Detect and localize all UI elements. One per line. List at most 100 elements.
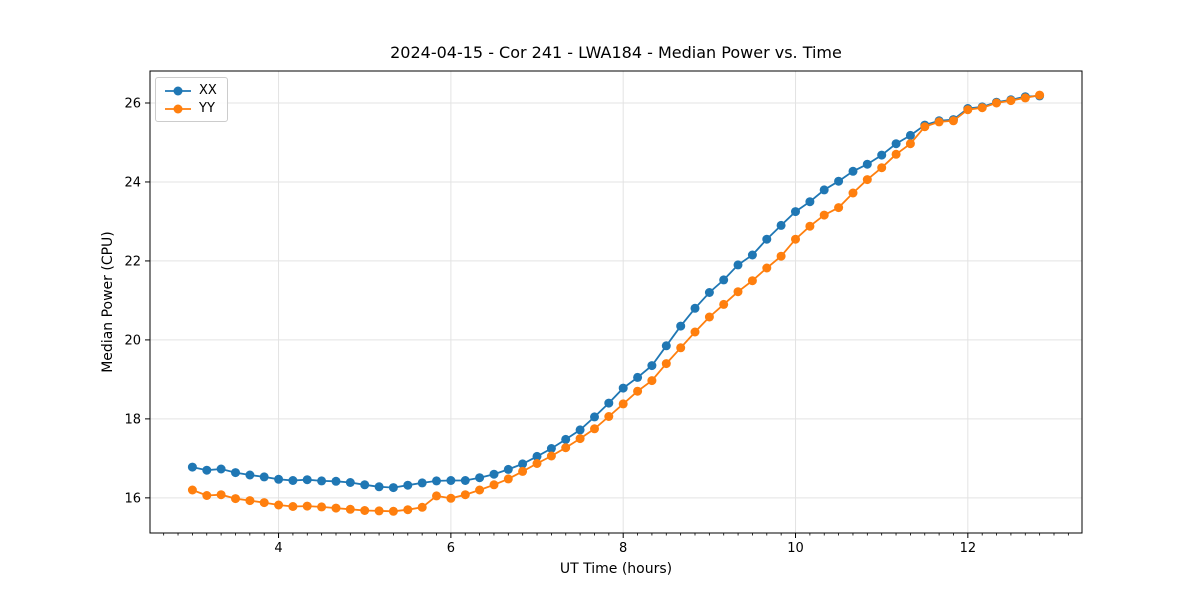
data-point-yy [216,490,226,500]
data-point-yy [618,399,628,409]
data-point-xx [661,341,671,351]
data-point-yy [791,234,800,244]
data-point-xx [561,434,571,444]
data-point-yy [704,312,714,322]
data-point-yy [676,343,686,353]
data-point-xx [388,483,398,493]
data-point-xx [259,472,269,482]
data-point-xx [403,480,413,490]
data-point-yy [360,506,370,515]
legend-line-marker-icon [165,104,191,113]
data-point-xx [891,139,901,149]
data-point-yy [302,501,312,511]
data-point-xx [231,468,240,478]
data-point-yy [231,494,240,504]
data-point-yy [590,424,599,434]
legend-label-yy: YY [199,101,215,116]
data-point-yy [920,122,930,132]
data-point-yy [805,221,815,231]
data-point-xx [417,478,427,488]
data-point-xx [374,482,384,492]
series-line-xx [192,95,1040,489]
data-point-xx [633,372,643,382]
data-point-yy [834,203,844,213]
data-point-yy [905,139,915,149]
data-point-xx [518,459,528,469]
legend-item-yy: YY [164,101,217,116]
data-point-xx [877,150,887,160]
data-point-yy [776,251,786,261]
data-point-xx [676,321,686,331]
data-point-yy [819,210,829,220]
data-point-yy [690,327,700,337]
data-point-yy [546,451,556,461]
data-point-xx [690,303,700,313]
data-point-yy [417,502,427,512]
data-point-yy [647,376,657,386]
x-tick-label: 8 [619,541,627,556]
data-point-xx [360,480,370,490]
plot-border [149,70,1083,534]
data-point-xx [805,197,815,207]
data-point-yy [187,485,197,495]
data-point-yy [733,287,743,297]
data-point-yy [532,459,542,468]
data-point-xx [331,476,341,486]
data-point-yy [661,359,671,369]
data-point-xx [590,412,599,422]
data-point-yy [848,188,858,198]
data-point-xx [302,475,312,485]
data-point-yy [862,175,872,185]
y-tick-label: 26 [124,96,141,111]
data-point-yy [259,498,269,508]
y-tick-label: 18 [124,412,141,427]
data-point-yy [503,474,513,484]
data-point-yy [475,485,485,495]
series-line-yy [192,94,1040,513]
data-point-xx [546,444,556,453]
data-point-xx [762,234,772,244]
data-point-yy [561,443,571,453]
x-tick-label: 12 [960,541,977,556]
data-point-yy [604,412,614,421]
data-point-xx [719,275,729,285]
data-point-yy [992,98,1001,108]
data-point-yy [489,480,499,490]
data-point-xx [202,465,212,475]
data-point-yy [977,103,987,113]
data-point-yy [934,117,944,127]
data-point-xx [848,166,858,176]
data-point-xx [862,159,872,169]
x-axis-label: UT Time (hours) [559,561,673,577]
y-tick-label: 24 [124,175,141,190]
data-point-xx [834,176,844,186]
data-point-yy [432,491,441,501]
data-point-xx [317,476,327,486]
legend-line-marker-icon [165,86,191,95]
data-point-yy [460,490,470,500]
y-tick-label: 20 [124,333,141,348]
data-point-xx [187,462,197,472]
data-point-yy [1006,96,1016,106]
data-point-yy [719,299,729,309]
data-point-yy [345,504,355,514]
data-point-xx [475,473,485,483]
legend-item-xx: XX [164,83,217,98]
data-point-xx [905,130,915,140]
data-point-xx [288,476,298,485]
data-point-yy [288,502,298,511]
data-point-xx [274,474,284,484]
data-point-xx [733,260,743,270]
data-point-xx [704,288,714,297]
data-point-yy [446,493,456,503]
data-point-xx [819,185,829,195]
chart-title: 2024-04-15 - Cor 241 - LWA184 - Median P… [390,43,842,62]
data-point-xx [604,398,614,408]
data-point-xx [345,478,355,487]
data-point-xx [747,250,757,260]
data-point-xx [647,361,657,371]
data-point-yy [963,105,973,115]
data-point-xx [245,470,255,480]
